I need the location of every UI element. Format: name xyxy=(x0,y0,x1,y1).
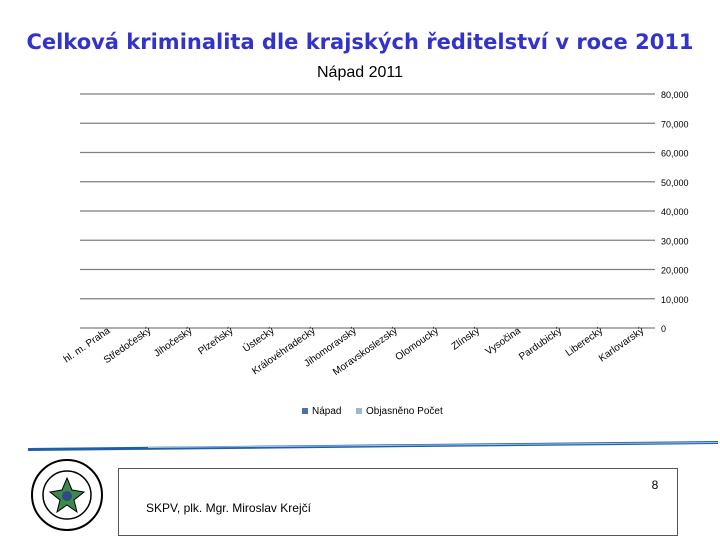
y-tick-label: 80,000 xyxy=(661,90,689,100)
y-tick-label: 50,000 xyxy=(661,178,689,188)
y-tick-label: 20,000 xyxy=(661,266,689,276)
x-tick-label: Plzeňský xyxy=(196,325,235,357)
chart-title: Nápad 2011 xyxy=(317,64,403,81)
x-tick-label: Pardubický xyxy=(517,325,564,362)
y-tick-label: 0 xyxy=(661,324,666,334)
page-number: 8 xyxy=(651,478,659,492)
decorative-divider xyxy=(28,441,718,451)
slide-title: Celková kriminalita dle krajských ředite… xyxy=(26,30,694,54)
bar-chart: 0 10,000 20,000 30,000 40,000 50,000 60,000 70,… xyxy=(62,90,689,417)
footer-author: SKPV, plk. Mgr. Miroslav Krejčí xyxy=(146,501,311,515)
legend-label: Objasněno Počet xyxy=(366,406,443,417)
police-badge-icon xyxy=(31,459,103,531)
y-tick-label: 40,000 xyxy=(661,207,689,217)
x-tick-label: Olomoucký xyxy=(394,325,441,363)
y-tick-label: 10,000 xyxy=(661,295,689,305)
y-tick-label: 30,000 xyxy=(661,236,689,246)
legend-swatch xyxy=(356,408,362,414)
x-tick-label: Karlovarský xyxy=(597,325,646,364)
y-tick-label: 60,000 xyxy=(661,149,689,159)
legend-label: Nápad xyxy=(312,406,341,417)
x-tick-label: Jihočeský xyxy=(152,325,194,359)
legend-swatch xyxy=(302,408,308,414)
y-tick-label: 70,000 xyxy=(661,119,689,129)
x-tick-label: Zlínský xyxy=(450,325,482,352)
footer-box xyxy=(118,468,678,536)
